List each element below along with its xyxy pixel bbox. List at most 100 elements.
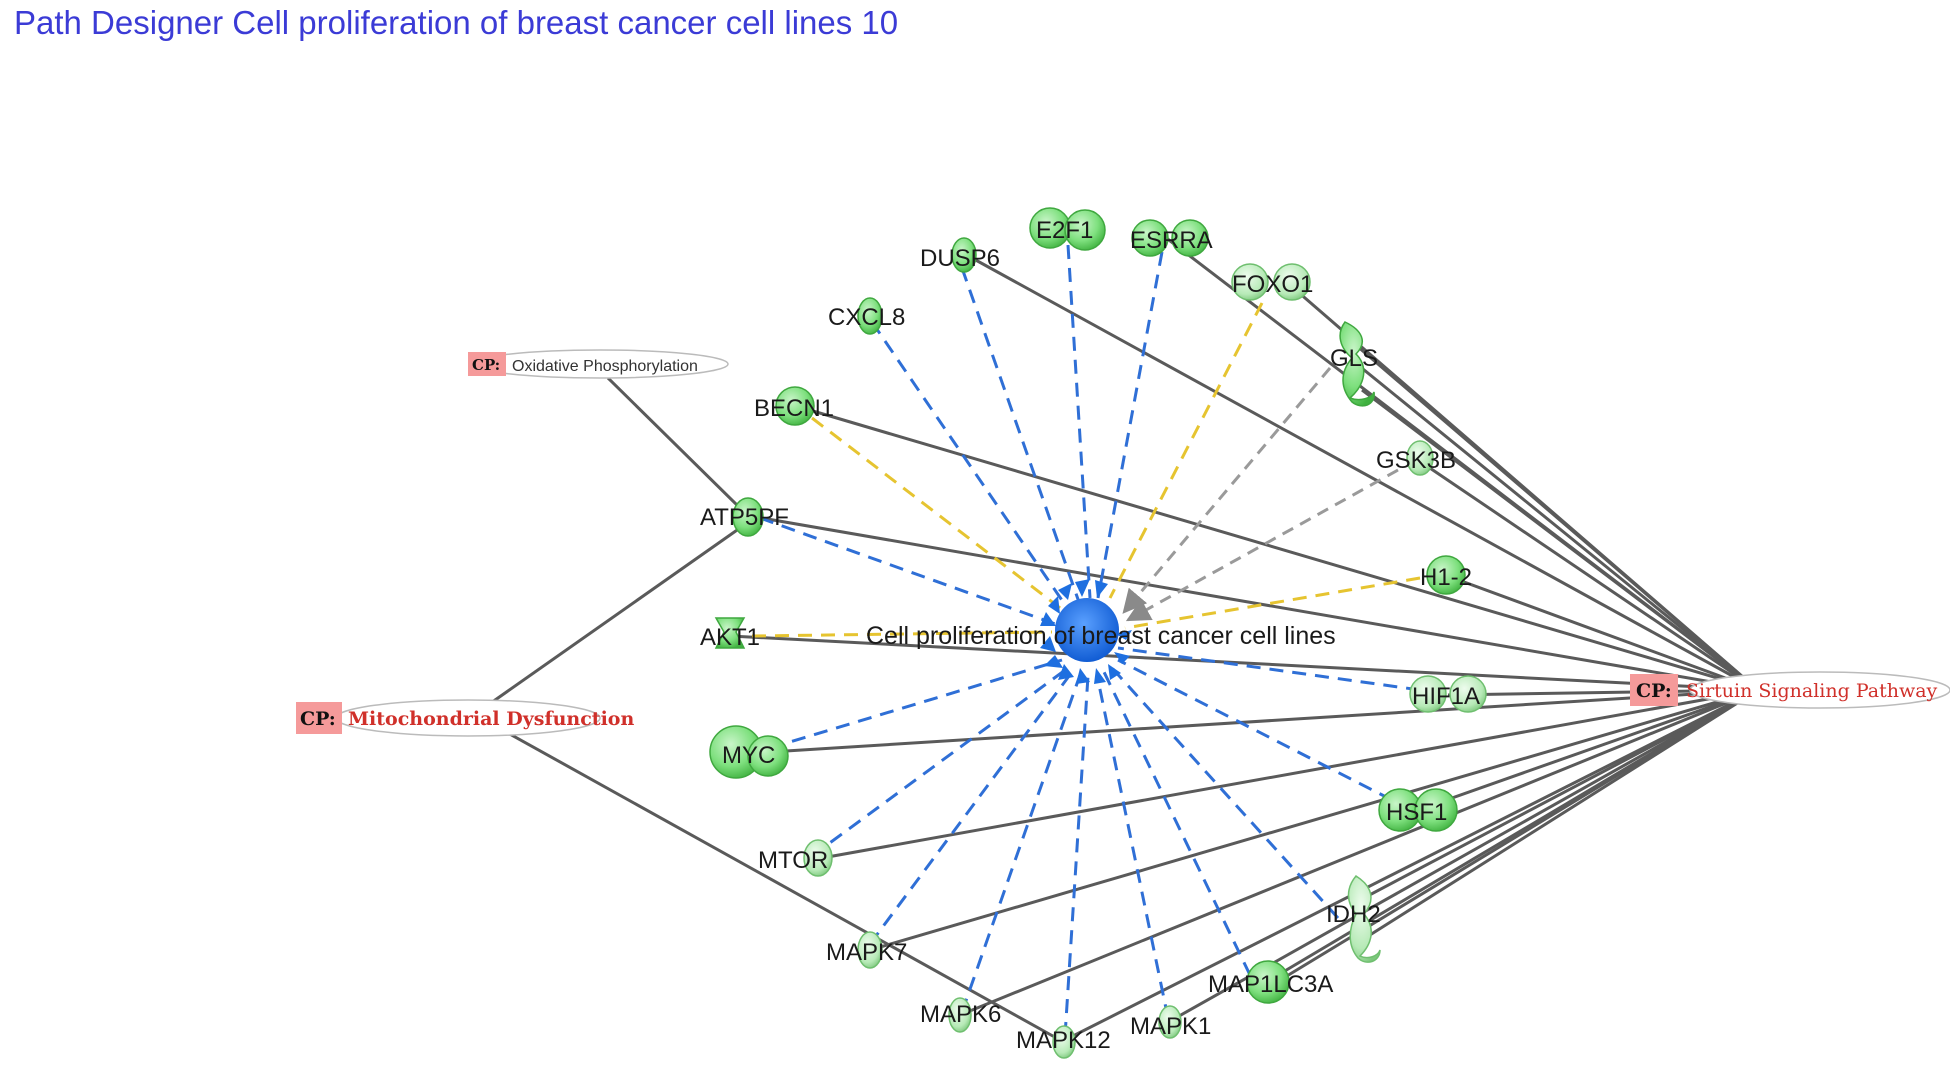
- edge-idh2-center: [1110, 666, 1340, 920]
- gene-node-dusp6[interactable]: DUSP6: [920, 237, 1000, 273]
- gene-node-mapk6[interactable]: MAPK6: [920, 997, 1001, 1033]
- gene-node-e2f1-shape-b: [1064, 209, 1106, 251]
- blue-dashed-edges: [759, 244, 1421, 1037]
- gene-node-foxo1[interactable]: FOXO1: [1231, 263, 1313, 301]
- gene-node-akt1[interactable]: AKT1: [700, 617, 760, 651]
- edge-gsk3b-sirtuin: [1417, 458, 1759, 692]
- edge-atp5pf-sirtuin: [749, 514, 1759, 692]
- gray-dashed-edges: [1122, 367, 1399, 622]
- gene-node-hsf1-label: HSF1: [1386, 799, 1447, 826]
- gene-node-foxo1-shape-a: [1231, 263, 1269, 301]
- gene-node-hif1a-label: HIF1A: [1412, 683, 1480, 710]
- edge-mapk6-sirtuin: [959, 688, 1759, 1017]
- edge-mapk12-center: [1063, 675, 1090, 1037]
- gene-node-atp5pf[interactable]: ATP5PF: [700, 497, 789, 537]
- edge-cxcl8-center: [870, 321, 1072, 613]
- pathway-sirtuin-tag-bg: [1630, 674, 1678, 706]
- edge-hif1a-center: [1117, 646, 1421, 692]
- edge-gls-sirtuin-b: [1357, 363, 1759, 692]
- gene-node-mtor-label: MTOR: [758, 847, 828, 874]
- gene-node-idh2-shape: [1347, 875, 1381, 963]
- pathway-mito-tag: CP:: [300, 708, 336, 730]
- pathway-sirtuin[interactable]: CP: Sirtuin Signaling Pathway: [1630, 671, 1950, 709]
- edge-mtor-center: [811, 666, 1069, 858]
- gene-node-dusp6-shape: [951, 237, 977, 273]
- gene-node-mapk7-shape: [857, 931, 883, 969]
- edge-atp5pf-mito: [487, 526, 741, 707]
- gene-nodes: DUSP6 E2F1 ESRRA FOXO1: [700, 207, 1487, 1059]
- pathway-sirtuin-shape: [1689, 671, 1950, 709]
- edge-dusp6-center: [960, 267, 1082, 606]
- gene-node-mapk7-label: MAPK7: [826, 939, 907, 966]
- gene-node-hsf1[interactable]: HSF1: [1378, 788, 1458, 832]
- gene-node-atp5pf-label: ATP5PF: [700, 504, 789, 531]
- edge-mapk6-center: [960, 674, 1082, 1013]
- edge-h12-sirtuin: [1444, 573, 1759, 692]
- edge-hsf1-center: [1117, 658, 1393, 802]
- gene-node-map1lc3a[interactable]: MAP1LC3A: [1208, 960, 1333, 1004]
- gene-node-mapk1-shape: [1158, 1005, 1182, 1039]
- edge-myc-sirtuin: [769, 688, 1759, 754]
- gene-node-cxcl8-label: CXCL8: [828, 304, 905, 331]
- gene-node-foxo1-shape-b: [1273, 263, 1311, 301]
- pathway-sirtuin-tag: CP:: [1636, 680, 1672, 702]
- edge-gls-sirtuin-c: [1361, 388, 1759, 692]
- gene-node-mapk1[interactable]: MAPK1: [1130, 1005, 1211, 1040]
- gene-node-idh2-label: IDH2: [1326, 901, 1381, 928]
- edge-oxphos-atp5pf: [606, 376, 742, 510]
- gene-node-esrra-shape-b: [1171, 219, 1209, 257]
- edge-map1lc3a-center: [1102, 671, 1252, 976]
- mito-edges: [487, 376, 1061, 1042]
- sirtuin-edges: [729, 235, 1759, 1042]
- edge-atp5pf-center: [759, 516, 1059, 627]
- edge-myc-center: [769, 658, 1063, 750]
- gene-node-gls[interactable]: GLS: [1330, 321, 1378, 407]
- gene-node-cxcl8[interactable]: CXCL8: [828, 297, 905, 335]
- gene-node-mapk12[interactable]: MAPK12: [1016, 1025, 1111, 1059]
- edge-h12-center: [1124, 576, 1421, 630]
- gene-node-idh2[interactable]: IDH2: [1326, 875, 1381, 963]
- gene-node-dusp6-label: DUSP6: [920, 245, 1000, 272]
- edge-hsf1-sirtuin: [1417, 688, 1759, 812]
- gene-node-myc-shape-b: [747, 735, 789, 777]
- gene-node-map1lc3a-shape: [1246, 960, 1290, 1004]
- gene-node-hif1a-shape-b: [1449, 675, 1487, 713]
- edge-becn1-center: [811, 416, 1061, 610]
- center-node[interactable]: Cell proliferation of breast cancer cell…: [866, 579, 1336, 684]
- edge-mapk7-center: [868, 671, 1074, 945]
- pathway-oxphos-label: Oxidative Phosphorylation: [512, 358, 698, 375]
- gene-node-becn1-shape: [775, 386, 815, 426]
- gene-node-esrra[interactable]: ESRRA: [1130, 219, 1213, 257]
- edge-mapk12-sirtuin: [1064, 688, 1759, 1042]
- gene-node-myc[interactable]: MYC: [709, 725, 789, 779]
- yellow-dashed-edges: [751, 302, 1421, 638]
- pathway-oxphos[interactable]: CP: Oxidative Phosphorylation: [468, 349, 729, 379]
- gene-node-mapk1-label: MAPK1: [1130, 1013, 1211, 1040]
- edge-mtor-sirtuin: [821, 688, 1759, 860]
- gene-node-map1lc3a-label: MAP1LC3A: [1208, 971, 1333, 998]
- gene-node-e2f1[interactable]: E2F1: [1029, 207, 1106, 251]
- gene-node-mapk7[interactable]: MAPK7: [826, 931, 907, 969]
- page-title: Path Designer Cell proliferation of brea…: [14, 4, 899, 41]
- gene-node-mtor[interactable]: MTOR: [758, 839, 833, 877]
- gene-node-hif1a-shape-a: [1409, 675, 1447, 713]
- edge-gls-sirtuin-a: [1349, 338, 1759, 692]
- edge-gsk3b-center: [1125, 468, 1399, 622]
- gene-node-h12-shape: [1426, 555, 1466, 595]
- gene-node-h12[interactable]: H1-2: [1420, 555, 1472, 595]
- pathway-sirtuin-label: Sirtuin Signaling Pathway: [1686, 680, 1938, 702]
- gene-node-gsk3b[interactable]: GSK3B: [1376, 440, 1456, 476]
- gene-node-becn1[interactable]: BECN1: [754, 386, 834, 426]
- gene-node-e2f1-label: E2F1: [1036, 217, 1093, 244]
- gene-node-gls-label: GLS: [1330, 345, 1378, 372]
- gene-node-esrra-shape-a: [1131, 219, 1169, 257]
- gene-node-hif1a[interactable]: HIF1A: [1409, 675, 1487, 713]
- edge-mapk1-center: [1095, 674, 1170, 1019]
- gene-node-h12-label: H1-2: [1420, 564, 1472, 591]
- gene-node-cxcl8-shape: [857, 297, 883, 335]
- gene-node-mapk6-shape: [948, 997, 972, 1033]
- edge-esrra-center: [1096, 251, 1164, 599]
- edge-akt1-sirtuin: [729, 634, 1759, 692]
- edge-mapk7-sirtuin: [869, 688, 1759, 952]
- pathway-mito[interactable]: CP: Mitochondrial Dysfunction: [296, 699, 634, 737]
